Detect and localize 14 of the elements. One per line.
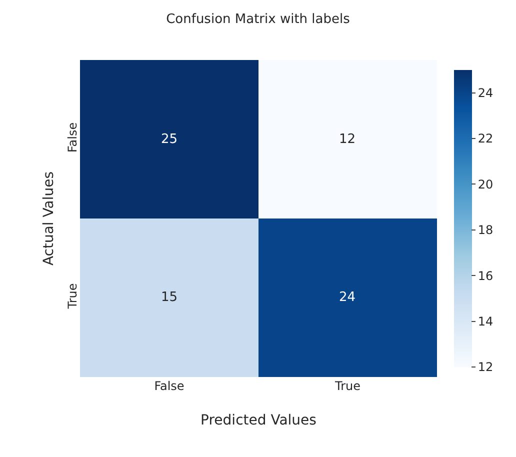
color-bar-label: 16 (478, 268, 494, 283)
y-axis-title: Actual Values (41, 171, 58, 266)
x-axis-title: Predicted Values (200, 412, 316, 428)
color-bar-label: 22 (478, 132, 494, 146)
data-label: 12 (339, 132, 356, 147)
data-label: 25 (161, 132, 178, 147)
data-label: 15 (161, 290, 178, 305)
chart-title: Confusion Matrix with labels (166, 12, 350, 27)
color-bar-label: 24 (478, 86, 494, 100)
color-bar-label: 20 (478, 177, 494, 192)
color-bar-label: 14 (478, 314, 494, 329)
color-bar-label: 18 (478, 223, 494, 238)
data-label: 24 (339, 290, 356, 305)
color-bar-label: 12 (478, 360, 494, 374)
